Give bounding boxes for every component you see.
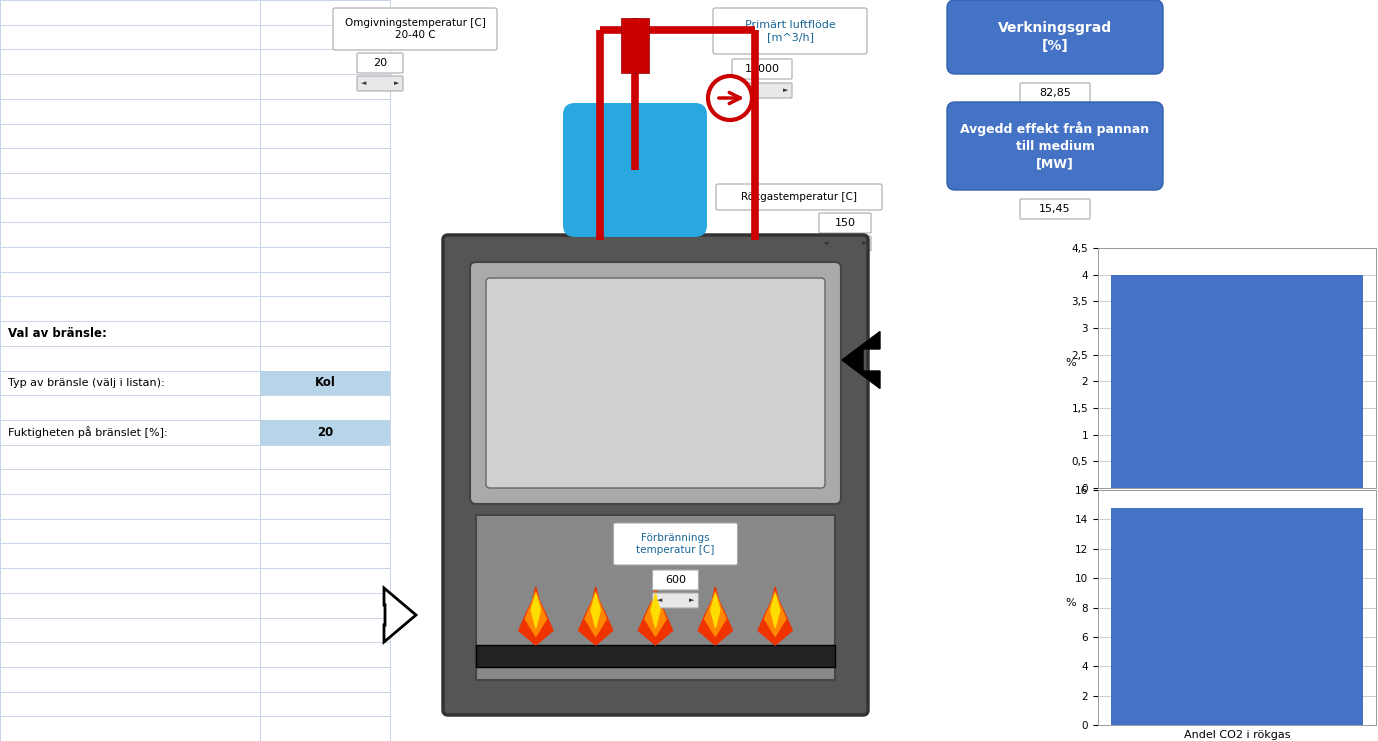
Text: ►: ► bbox=[394, 81, 400, 87]
Polygon shape bbox=[765, 591, 785, 637]
FancyBboxPatch shape bbox=[613, 523, 737, 565]
Text: Typ av bränsle (välj i listan):: Typ av bränsle (välj i listan): bbox=[8, 378, 164, 388]
Text: ►: ► bbox=[783, 87, 788, 93]
Text: ◄: ◄ bbox=[823, 241, 828, 247]
FancyBboxPatch shape bbox=[486, 278, 825, 488]
Polygon shape bbox=[518, 587, 553, 645]
Polygon shape bbox=[525, 591, 547, 637]
FancyBboxPatch shape bbox=[819, 236, 871, 251]
Y-axis label: %: % bbox=[1065, 358, 1075, 368]
Text: 150: 150 bbox=[835, 218, 856, 228]
Polygon shape bbox=[645, 591, 666, 637]
Text: 10000: 10000 bbox=[744, 64, 780, 74]
Bar bbox=[621, 18, 649, 73]
FancyArrow shape bbox=[842, 331, 881, 388]
Bar bbox=[1111, 275, 1363, 488]
FancyBboxPatch shape bbox=[333, 8, 497, 50]
Text: Val av bränsle:: Val av bränsle: bbox=[8, 327, 107, 340]
Polygon shape bbox=[532, 594, 540, 628]
Bar bbox=[260, 370, 390, 395]
FancyBboxPatch shape bbox=[1020, 199, 1090, 219]
Polygon shape bbox=[638, 587, 672, 645]
Text: Förbrännings
temperatur [C]: Förbrännings temperatur [C] bbox=[637, 533, 715, 555]
Text: Kol: Kol bbox=[314, 376, 335, 389]
Polygon shape bbox=[770, 594, 780, 628]
Text: Omgivningstemperatur [C]
20-40 C: Omgivningstemperatur [C] 20-40 C bbox=[344, 18, 485, 40]
FancyBboxPatch shape bbox=[442, 235, 868, 715]
FancyBboxPatch shape bbox=[732, 83, 792, 98]
Y-axis label: %: % bbox=[1065, 597, 1075, 608]
FancyBboxPatch shape bbox=[732, 59, 792, 79]
FancyBboxPatch shape bbox=[819, 213, 871, 233]
Text: ◄: ◄ bbox=[656, 597, 661, 603]
Polygon shape bbox=[591, 594, 601, 628]
FancyBboxPatch shape bbox=[712, 8, 867, 54]
FancyBboxPatch shape bbox=[357, 76, 402, 91]
Text: Verkningsgrad
[%]: Verkningsgrad [%] bbox=[998, 21, 1112, 53]
Polygon shape bbox=[699, 587, 733, 645]
FancyBboxPatch shape bbox=[653, 570, 699, 590]
Text: Rökgastemperatur [C]: Rökgastemperatur [C] bbox=[741, 192, 857, 202]
Bar bbox=[475, 645, 835, 667]
FancyBboxPatch shape bbox=[470, 262, 841, 504]
Text: 82,85: 82,85 bbox=[1039, 88, 1071, 98]
FancyBboxPatch shape bbox=[357, 53, 402, 73]
Text: ►: ► bbox=[861, 241, 867, 247]
Text: 20: 20 bbox=[317, 426, 333, 439]
FancyBboxPatch shape bbox=[1020, 83, 1090, 103]
Polygon shape bbox=[758, 587, 792, 645]
Polygon shape bbox=[586, 591, 606, 637]
FancyArrow shape bbox=[384, 588, 416, 642]
Bar bbox=[475, 515, 835, 680]
Text: Primärt luftflöde
[m^3/h]: Primärt luftflöde [m^3/h] bbox=[744, 20, 835, 42]
FancyBboxPatch shape bbox=[717, 184, 882, 210]
Text: ◄: ◄ bbox=[361, 81, 367, 87]
FancyBboxPatch shape bbox=[564, 103, 707, 237]
Text: ◄: ◄ bbox=[736, 87, 741, 93]
Text: 600: 600 bbox=[666, 575, 686, 585]
FancyBboxPatch shape bbox=[947, 0, 1163, 74]
Text: 20: 20 bbox=[373, 58, 387, 68]
Polygon shape bbox=[711, 594, 719, 628]
Text: Avgedd effekt från pannan
till medium
[MW]: Avgedd effekt från pannan till medium [M… bbox=[960, 122, 1149, 170]
Text: Fuktigheten på bränslet [%]:: Fuktigheten på bränslet [%]: bbox=[8, 426, 168, 438]
Polygon shape bbox=[579, 587, 613, 645]
Circle shape bbox=[708, 76, 752, 120]
Text: ►: ► bbox=[689, 597, 695, 603]
Bar bbox=[260, 420, 390, 445]
Polygon shape bbox=[704, 591, 726, 637]
FancyBboxPatch shape bbox=[947, 102, 1163, 190]
FancyBboxPatch shape bbox=[653, 593, 699, 608]
Polygon shape bbox=[650, 594, 660, 628]
Text: 15,45: 15,45 bbox=[1039, 204, 1071, 214]
